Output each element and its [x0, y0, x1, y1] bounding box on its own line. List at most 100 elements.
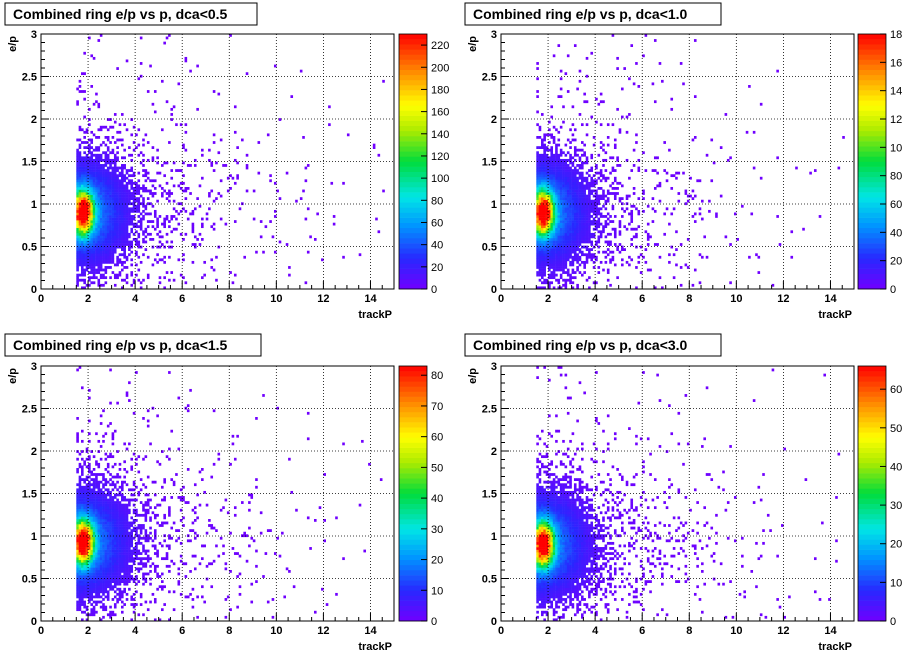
heatmap-cell [595, 199, 598, 203]
heatmap-cell [602, 174, 605, 178]
heatmap-cell [88, 169, 91, 172]
heatmap-cell [597, 197, 601, 200]
heatmap-cell [543, 245, 546, 249]
heatmap-cell [536, 199, 539, 203]
heatmap-cell [581, 217, 584, 221]
heatmap-cell [564, 174, 568, 178]
heatmap-cell [95, 590, 98, 594]
heatmap-cell [97, 212, 101, 216]
heatmap-cell [153, 212, 157, 216]
heatmap-cell [81, 562, 84, 566]
heatmap-cell [564, 245, 568, 249]
heatmap-cell [613, 227, 617, 231]
heatmap-cell [245, 189, 249, 193]
heatmap-cell [106, 158, 110, 162]
heatmap-cell [156, 222, 159, 226]
heatmap-cell [81, 227, 84, 231]
heatmap-cell [128, 181, 131, 185]
heatmap-cell [95, 516, 98, 520]
heatmap-cell [346, 133, 350, 137]
heatmap-cell [543, 278, 546, 282]
heatmap-cell [90, 207, 94, 211]
heatmap-cell [76, 508, 79, 512]
heatmap-cell [290, 95, 294, 98]
heatmap-cell [557, 281, 561, 285]
heatmap-cell [104, 452, 108, 456]
heatmap-cell [609, 283, 612, 287]
heatmap-cell [571, 255, 575, 259]
heatmap-cell [123, 539, 126, 543]
heatmap-cell [599, 187, 603, 190]
heatmap-cell [153, 187, 157, 190]
color-bar-tick-label: 20 [431, 262, 443, 274]
heatmap-cell [153, 600, 157, 604]
heatmap-cell [590, 243, 594, 246]
heatmap-cell [116, 524, 119, 527]
heatmap-cell [602, 176, 605, 180]
heatmap-cell [536, 266, 539, 269]
heatmap-cell [137, 220, 141, 223]
heatmap-cell [573, 258, 577, 262]
heatmap-cell [578, 204, 582, 208]
heatmap-cell [88, 462, 91, 466]
heatmap-cell [121, 176, 124, 180]
heatmap-cell [604, 199, 608, 203]
heatmap-cell [81, 536, 84, 540]
heatmap-cell [559, 69, 563, 73]
heatmap-cell [102, 539, 105, 543]
heatmap-cell [245, 153, 249, 157]
heatmap-cell [562, 176, 565, 180]
heatmap-cell [111, 519, 115, 522]
heatmap-cell [76, 439, 79, 443]
color-bar-tick-label: 40 [890, 227, 902, 239]
color-bar-segment [858, 130, 886, 137]
heatmap-cell [125, 526, 129, 530]
heatmap-cell [125, 598, 129, 601]
heatmap-cell [566, 250, 570, 254]
heatmap-cell [569, 181, 572, 185]
heatmap-cell [76, 215, 79, 218]
heatmap-cell [88, 204, 91, 208]
heatmap-cell [137, 493, 141, 497]
heatmap-cell [618, 128, 622, 132]
color-bar-segment [399, 74, 427, 81]
heatmap-cell [555, 263, 558, 267]
heatmap-cell [90, 498, 94, 502]
heatmap-cell [144, 179, 148, 183]
heatmap-cell [121, 506, 124, 510]
heatmap-cell [618, 197, 622, 200]
heatmap-cell [628, 263, 631, 267]
heatmap-cell [111, 552, 115, 555]
heatmap-cell [102, 521, 105, 525]
heatmap-cell [569, 227, 572, 231]
heatmap-cell [139, 552, 143, 555]
heatmap-cell [691, 138, 695, 142]
heatmap-cell [83, 531, 86, 535]
heatmap-cell [536, 164, 539, 167]
heatmap-cell [104, 268, 108, 272]
heatmap-cell [88, 590, 91, 594]
heatmap-cell [83, 215, 86, 218]
heatmap-cell [113, 531, 117, 535]
heatmap-cell [102, 567, 105, 571]
heatmap-cell [559, 266, 563, 269]
heatmap-cell [92, 276, 96, 280]
heatmap-cell [177, 82, 181, 86]
heatmap-cell [653, 156, 657, 160]
heatmap-cell [170, 230, 174, 234]
heatmap-cell [81, 587, 84, 591]
heatmap-cell [564, 212, 568, 216]
heatmap-cell [642, 197, 645, 200]
heatmap-cell [651, 169, 655, 172]
heatmap-cell [81, 580, 84, 583]
heatmap-cell [95, 271, 98, 274]
heatmap-cell [541, 209, 544, 213]
heatmap-cell [548, 276, 551, 280]
heatmap-cell [78, 557, 82, 561]
heatmap-cell [611, 166, 615, 170]
heatmap-cell [81, 238, 84, 241]
heatmap-cell [559, 250, 563, 254]
heatmap-cell [90, 171, 94, 175]
heatmap-cell [128, 222, 131, 226]
heatmap-cell [592, 217, 596, 221]
